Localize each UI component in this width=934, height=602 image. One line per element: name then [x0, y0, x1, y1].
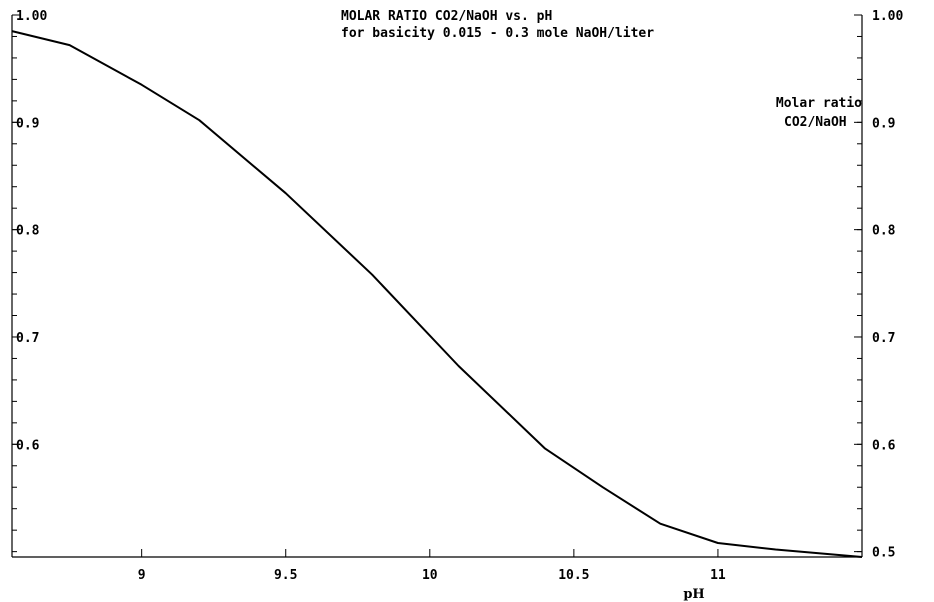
right-axis-label-line1: Molar ratio — [776, 96, 862, 111]
left-tick-label: 0.8 — [16, 224, 40, 239]
right-tick-label: 0.8 — [872, 224, 896, 239]
series — [11, 30, 863, 558]
x-tick-label: 9 — [138, 568, 146, 583]
ticks — [12, 14, 862, 557]
right-tick-label: 0.5 — [872, 546, 895, 561]
right-axis-label-line2: CO2/NaOH — [784, 115, 847, 130]
left-tick-label: 0.9 — [16, 116, 39, 131]
x-tick-label: 9.5 — [274, 568, 297, 583]
tick-labels: 1.00 0.9 0.8 0.7 0.6 1.00 0.9 0.8 0.7 0.6 0.5 9 9.5 1… — [16, 9, 903, 583]
series-line — [11, 30, 863, 558]
x-axis-label: pH — [683, 587, 704, 602]
x-tick-label: 10.5 — [558, 568, 589, 583]
right-tick-label: 0.9 — [872, 116, 895, 131]
axes — [11, 15, 863, 558]
right-tick-label: 0.6 — [872, 438, 896, 453]
chart-title-line2: for basicity 0.015 - 0.3 mole NaOH/liter — [341, 26, 654, 41]
left-tick-label: 0.6 — [16, 438, 40, 453]
left-tick-label: 1.00 — [16, 9, 47, 24]
right-tick-label: 1.00 — [872, 9, 903, 24]
left-tick-label: 0.7 — [16, 331, 39, 346]
right-tick-label: 0.7 — [872, 331, 895, 346]
chart-title-line1: MOLAR RATIO CO2/NaOH vs. pH — [341, 9, 552, 24]
x-tick-label: 10 — [422, 568, 438, 583]
x-tick-label: 11 — [710, 568, 726, 583]
